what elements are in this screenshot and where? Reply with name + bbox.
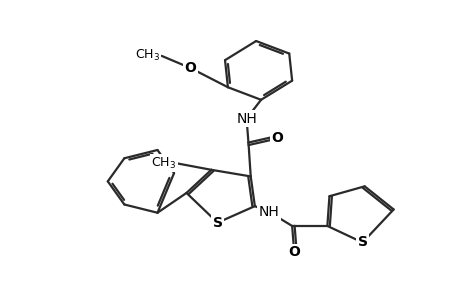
Text: CH$_3$: CH$_3$ xyxy=(134,48,159,63)
Text: O: O xyxy=(185,61,196,75)
Text: NH: NH xyxy=(235,112,257,126)
Text: S: S xyxy=(212,216,222,230)
Text: O: O xyxy=(271,131,283,146)
Text: NH: NH xyxy=(258,205,279,219)
Text: S: S xyxy=(357,236,367,250)
Text: CH$_3$: CH$_3$ xyxy=(151,156,176,171)
Text: O: O xyxy=(288,245,300,260)
